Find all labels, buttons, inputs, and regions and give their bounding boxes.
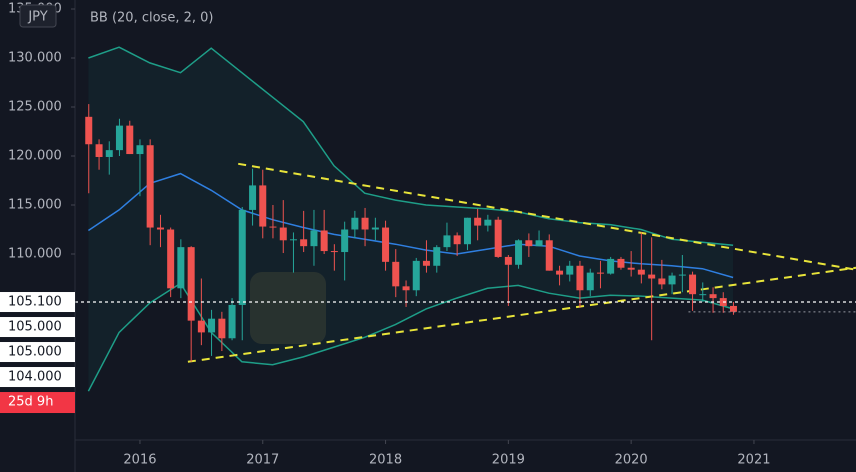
axis-label-box xyxy=(0,367,75,388)
price-label-box xyxy=(0,292,75,313)
candle-body xyxy=(197,320,205,333)
candle-body xyxy=(289,239,297,241)
candle-body xyxy=(177,247,185,289)
candle-body xyxy=(494,219,502,257)
candle-body xyxy=(535,240,543,247)
candle-body xyxy=(228,304,236,339)
candle-body xyxy=(412,260,420,291)
candle-body xyxy=(596,272,604,274)
candle-body xyxy=(392,261,400,287)
candle-body xyxy=(678,274,686,276)
band-basis xyxy=(87,172,734,279)
candle-body xyxy=(279,227,287,241)
y-tick-label: 115.000 xyxy=(8,198,62,213)
plot-area xyxy=(75,46,856,392)
watermark-logo xyxy=(250,272,326,344)
candle-body xyxy=(586,272,594,291)
candle-body xyxy=(422,260,430,266)
candle-body xyxy=(525,240,533,247)
candle-body xyxy=(504,256,512,265)
axis-label: 105.000 xyxy=(8,320,62,335)
candle-body xyxy=(576,265,584,291)
candle-body xyxy=(115,125,123,151)
candle-body xyxy=(515,240,523,265)
candle-body xyxy=(218,318,226,339)
candle-body xyxy=(351,217,359,230)
axis-label-box xyxy=(0,342,75,363)
axis-label: 104.000 xyxy=(8,370,62,385)
candle-body xyxy=(545,240,553,271)
candle-body xyxy=(668,275,676,285)
band-fill xyxy=(88,47,734,392)
x-tick-label: 2020 xyxy=(615,453,648,468)
y-tick-label: 120.000 xyxy=(8,149,62,164)
x-tick-label: 2021 xyxy=(737,453,770,468)
candle-body xyxy=(361,217,369,230)
candle-body xyxy=(167,229,175,289)
x-tick-label: 2019 xyxy=(492,453,525,468)
candle-body xyxy=(95,144,103,157)
candle-body xyxy=(627,267,635,270)
x-tick-label: 2018 xyxy=(369,453,402,468)
candle-body xyxy=(238,209,246,305)
candle-body xyxy=(699,294,707,296)
symbol-label: JPY xyxy=(27,10,47,25)
candle-body xyxy=(617,258,625,268)
trendline xyxy=(187,266,856,363)
candle-body xyxy=(382,227,390,262)
x-tick-label: 2016 xyxy=(123,453,156,468)
candle-body xyxy=(249,185,257,210)
candle-body xyxy=(341,229,349,253)
candle-body xyxy=(658,278,666,285)
candle-body xyxy=(156,227,164,230)
axis-label-box xyxy=(0,317,75,338)
candle-body xyxy=(689,274,697,295)
indicator-label: BB (20, close, 2, 0) xyxy=(90,11,213,26)
band-lower xyxy=(87,282,734,392)
candle-body xyxy=(474,217,482,226)
candle-body xyxy=(208,318,216,333)
candle-body xyxy=(709,294,717,299)
candle-body xyxy=(566,265,574,275)
symbol-box xyxy=(19,4,57,28)
countdown: 25d 9h xyxy=(8,395,53,410)
price-label: 105.100 xyxy=(8,295,62,310)
candle-body xyxy=(136,145,144,155)
watermark xyxy=(250,272,326,344)
candle-body xyxy=(330,251,338,253)
candle-body xyxy=(300,239,308,247)
candle-body xyxy=(105,150,113,157)
candle-body xyxy=(269,226,277,228)
candle-body xyxy=(453,235,461,245)
candle-body xyxy=(484,219,492,226)
countdown-box xyxy=(0,392,75,414)
candle-body xyxy=(556,270,564,275)
band-upper xyxy=(88,46,734,246)
candle-body xyxy=(433,247,441,266)
candle-body xyxy=(443,235,451,248)
candle-body xyxy=(371,227,379,230)
x-tick-label: 2017 xyxy=(246,453,279,468)
axis-label: 105.000 xyxy=(8,345,62,360)
trendline xyxy=(238,162,856,271)
y-tick-label: 110.000 xyxy=(8,247,62,262)
candle-body xyxy=(146,145,154,228)
candle-body xyxy=(648,274,656,279)
y-tick-label: 130.000 xyxy=(8,51,62,66)
y-tick-label: 125.000 xyxy=(8,100,62,115)
candle-body xyxy=(729,305,737,312)
candle-body xyxy=(463,217,471,245)
candle-body xyxy=(607,258,615,274)
candle-body xyxy=(85,116,93,145)
candle-body xyxy=(402,286,410,291)
candle-body xyxy=(126,125,134,155)
candle-body xyxy=(320,230,328,252)
candle-body xyxy=(187,247,195,321)
candle-body xyxy=(637,269,645,275)
candle-body xyxy=(259,185,267,227)
candle-body xyxy=(310,230,318,247)
y-axis: 135.000130.000125.000120.000115.000110.0… xyxy=(0,2,75,414)
